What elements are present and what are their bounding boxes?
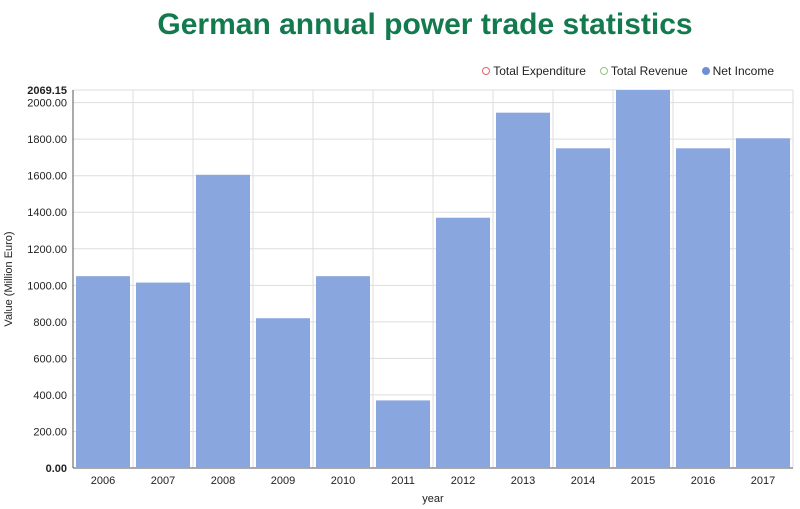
- bar-2009: [256, 318, 310, 468]
- x-tick-label: 2013: [511, 475, 535, 487]
- bar-2007: [136, 282, 190, 468]
- x-tick-label: 2011: [391, 475, 415, 487]
- x-tick-label: 2008: [211, 475, 235, 487]
- y-tick-label: 1600.00: [27, 171, 67, 183]
- y-axis-title: Value (Million Euro): [3, 231, 15, 326]
- bar-2006: [76, 276, 130, 468]
- x-tick-label: 2009: [271, 475, 295, 487]
- legend-label: Net Income: [712, 64, 774, 78]
- x-tick-label: 2015: [631, 475, 655, 487]
- y-tick-label: 1800.00: [27, 134, 67, 146]
- legend-item-total-expenditure[interactable]: Total Expenditure: [482, 64, 586, 78]
- x-axis-title: year: [422, 493, 444, 505]
- bar-2010: [316, 276, 370, 468]
- y-tick-label: 800.00: [33, 317, 67, 329]
- legend-marker-icon: [599, 67, 608, 75]
- y-max-label: 2069.15: [27, 85, 67, 97]
- y-tick-label: 600.00: [33, 353, 67, 365]
- bar-2015: [616, 90, 670, 468]
- bar-2014: [556, 148, 610, 468]
- y-tick-label: 0.00: [46, 463, 67, 475]
- x-tick-label: 2016: [691, 475, 715, 487]
- y-tick-label: 2000.00: [27, 98, 67, 110]
- legend-label: Total Revenue: [610, 64, 688, 78]
- legend-marker-icon: [482, 67, 491, 75]
- bar-2013: [496, 112, 550, 469]
- bar-2017: [736, 138, 790, 468]
- x-tick-label: 2006: [91, 475, 115, 487]
- x-tick-label: 2010: [331, 475, 355, 487]
- bar-2016: [676, 148, 730, 468]
- x-tick-label: 2007: [151, 475, 175, 487]
- legend-label: Total Expenditure: [493, 64, 586, 78]
- y-tick-label: 1200.00: [27, 244, 67, 256]
- bar-2008: [196, 174, 250, 468]
- legend: Total Expenditure Total Revenue Net Inco…: [482, 64, 774, 78]
- y-tick-label: 400.00: [33, 390, 67, 402]
- y-tick-label: 1000.00: [27, 280, 67, 292]
- chart-title: German annual power trade statistics: [157, 8, 693, 41]
- y-tick-label: 200.00: [33, 426, 67, 438]
- x-tick-label: 2014: [571, 475, 595, 487]
- bar-2012: [436, 217, 490, 468]
- legend-marker-icon: [701, 67, 710, 75]
- x-tick-label: 2012: [451, 475, 475, 487]
- y-tick-label: 1400.00: [27, 207, 67, 219]
- legend-item-total-revenue[interactable]: Total Revenue: [599, 64, 688, 78]
- legend-item-net-income[interactable]: Net Income: [701, 64, 774, 78]
- bar-2011: [376, 400, 430, 468]
- x-tick-label: 2017: [751, 475, 775, 487]
